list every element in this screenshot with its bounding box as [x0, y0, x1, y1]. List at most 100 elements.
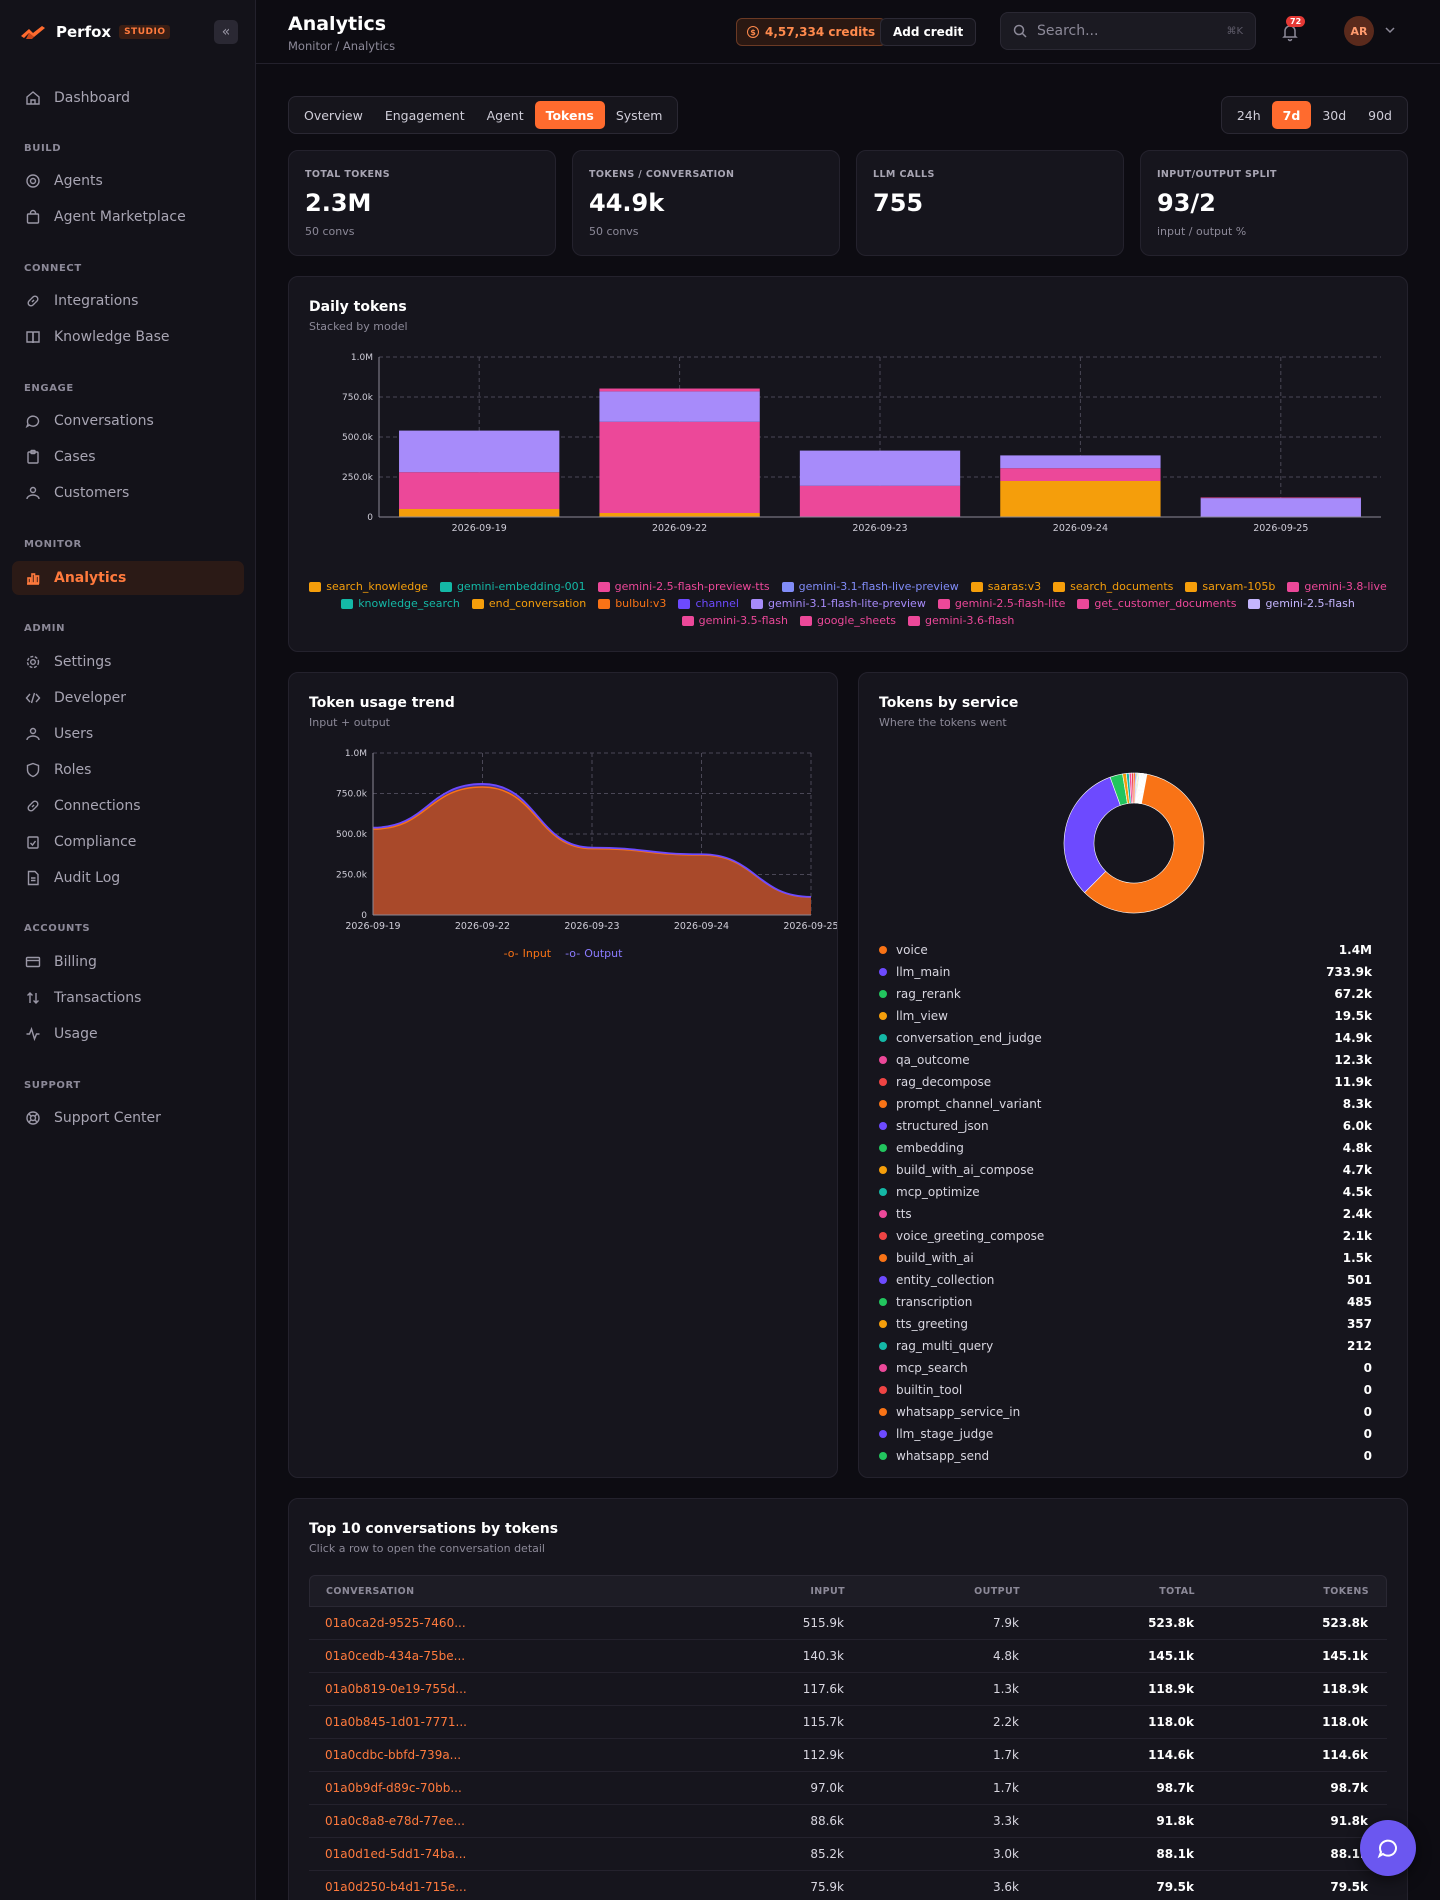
- range-7d[interactable]: 7d: [1271, 101, 1312, 129]
- table-row[interactable]: 01a0b9df-d89c-70bb... 97.0k 1.7k 98.7k 98.7k: [309, 1772, 1387, 1805]
- avatar[interactable]: AR: [1344, 16, 1374, 46]
- conversation-id-link[interactable]: 01a0d1ed-5dd1-74ba...: [325, 1847, 467, 1861]
- legend-item[interactable]: channel: [678, 597, 739, 610]
- table-row[interactable]: 01a0cedb-434a-75be... 140.3k 4.8k 145.1k 145…: [309, 1640, 1387, 1673]
- service-row[interactable]: build_with_ai 1.5k: [879, 1247, 1372, 1269]
- conversation-id-link[interactable]: 01a0b819-0e19-755d...: [325, 1682, 467, 1696]
- service-row[interactable]: build_with_ai_compose 4.7k: [879, 1159, 1372, 1181]
- conversation-id-link[interactable]: 01a0d250-b4d1-715e...: [325, 1880, 467, 1894]
- conversation-id-link[interactable]: 01a0b9df-d89c-70bb...: [325, 1781, 462, 1795]
- service-row[interactable]: rag_multi_query 212: [879, 1335, 1372, 1357]
- table-row[interactable]: 01a0b819-0e19-755d... 117.6k 1.3k 118.9k 118…: [309, 1673, 1387, 1706]
- service-row[interactable]: conversation_end_judge 14.9k: [879, 1027, 1372, 1049]
- column-header-total[interactable]: TOTAL: [1159, 1585, 1195, 1597]
- service-row[interactable]: transcription 485: [879, 1291, 1372, 1313]
- service-row[interactable]: llm_view 19.5k: [879, 1005, 1372, 1027]
- breadcrumb[interactable]: Monitor / Analytics: [288, 39, 396, 53]
- tab-system[interactable]: System: [615, 107, 663, 123]
- sidebar-item-roles[interactable]: Roles: [12, 753, 244, 787]
- sidebar-item-conversations[interactable]: Conversations: [12, 404, 244, 438]
- table-row[interactable]: 01a0d1ed-5dd1-74ba... 85.2k 3.0k 88.1k 88.1k: [309, 1838, 1387, 1871]
- sidebar-item-billing[interactable]: Billing: [12, 945, 244, 979]
- service-row[interactable]: rag_decompose 11.9k: [879, 1071, 1372, 1093]
- legend-item[interactable]: gemini-embedding-001: [439, 580, 586, 593]
- search-input[interactable]: Search... ⌘K: [1000, 12, 1256, 50]
- sidebar-item-agents[interactable]: Agents: [12, 164, 244, 198]
- sidebar-item-support-center[interactable]: Support Center: [12, 1101, 244, 1135]
- brand[interactable]: Perfox STUDIO: [0, 0, 255, 64]
- sidebar-item-audit-log[interactable]: Audit Log: [12, 861, 244, 895]
- sidebar-item-settings[interactable]: Settings: [12, 645, 244, 679]
- legend-item[interactable]: gemini-3.1-flash-lite-preview: [750, 597, 926, 610]
- legend-item[interactable]: saaras:v3: [970, 580, 1041, 593]
- legend-item[interactable]: search_knowledge: [309, 580, 428, 593]
- legend-item[interactable]: google_sheets: [799, 614, 896, 627]
- range-24h[interactable]: 24h: [1236, 107, 1261, 123]
- service-row[interactable]: whatsapp_send 0: [879, 1445, 1372, 1467]
- service-row[interactable]: whatsapp_service_in 0: [879, 1401, 1372, 1423]
- collapse-sidebar-button[interactable]: «: [214, 20, 238, 44]
- tab-overview[interactable]: Overview: [304, 107, 363, 123]
- conversation-id-link[interactable]: 01a0cdbc-bbfd-739a...: [325, 1748, 462, 1762]
- legend-item[interactable]: gemini-3.1-flash-live-preview: [781, 580, 959, 593]
- tab-engagement[interactable]: Engagement: [384, 107, 465, 123]
- legend-item[interactable]: end_conversation: [471, 597, 586, 610]
- conversation-id-link[interactable]: 01a0ca2d-9525-7460...: [325, 1616, 466, 1630]
- service-row[interactable]: voice_greeting_compose 2.1k: [879, 1225, 1372, 1247]
- add-credit-button[interactable]: Add credit: [880, 18, 977, 46]
- range-90d[interactable]: 90d: [1368, 107, 1392, 123]
- service-row[interactable]: entity_collection 501: [879, 1269, 1372, 1291]
- sidebar-item-integrations[interactable]: Integrations: [12, 284, 244, 318]
- service-row[interactable]: qa_outcome 12.3k: [879, 1049, 1372, 1071]
- tab-tokens[interactable]: Tokens: [534, 101, 605, 129]
- service-row[interactable]: tts_greeting 357: [879, 1313, 1372, 1335]
- sidebar-item-transactions[interactable]: Transactions: [12, 981, 244, 1015]
- service-row[interactable]: tts 2.4k: [879, 1203, 1372, 1225]
- table-row[interactable]: 01a0d250-b4d1-715e... 75.9k 3.6k 79.5k 79.5k: [309, 1871, 1387, 1900]
- service-row[interactable]: llm_main 733.9k: [879, 961, 1372, 983]
- table-row[interactable]: 01a0c8a8-e78d-77ee... 88.6k 3.3k 91.8k 91.8k: [309, 1805, 1387, 1838]
- sidebar-item-knowledge-base[interactable]: Knowledge Base: [12, 320, 244, 354]
- sidebar-item-agent-marketplace[interactable]: Agent Marketplace: [12, 200, 244, 234]
- sidebar-item-users[interactable]: Users: [12, 717, 244, 751]
- legend-item[interactable]: search_documents: [1053, 580, 1173, 593]
- legend-item[interactable]: sarvam-105b: [1185, 580, 1275, 593]
- sidebar-item-dashboard[interactable]: Dashboard: [12, 81, 244, 115]
- service-row[interactable]: rag_rerank 67.2k: [879, 983, 1372, 1005]
- sidebar-item-usage[interactable]: Usage: [12, 1017, 244, 1051]
- column-header-output[interactable]: OUTPUT: [974, 1585, 1020, 1597]
- legend-item[interactable]: gemini-2.5-flash-lite: [937, 597, 1065, 610]
- service-row[interactable]: builtin_tool 0: [879, 1379, 1372, 1401]
- range-30d[interactable]: 30d: [1322, 107, 1347, 123]
- service-row[interactable]: mcp_search 0: [879, 1357, 1372, 1379]
- service-row[interactable]: llm_stage_judge 0: [879, 1423, 1372, 1445]
- legend-item[interactable]: gemini-3.5-flash: [681, 614, 788, 627]
- service-row[interactable]: embedding 4.8k: [879, 1137, 1372, 1159]
- table-row[interactable]: 01a0cdbc-bbfd-739a... 112.9k 1.7k 114.6k 114…: [309, 1739, 1387, 1772]
- chevron-down-icon[interactable]: [1384, 24, 1396, 40]
- tab-agent[interactable]: Agent: [486, 107, 524, 123]
- sidebar-item-connections[interactable]: Connections: [12, 789, 244, 823]
- conversation-id-link[interactable]: 01a0cedb-434a-75be...: [325, 1649, 466, 1663]
- legend-item[interactable]: gemini-3.8-live: [1287, 580, 1387, 593]
- legend-item[interactable]: gemini-2.5-flash: [1248, 597, 1355, 610]
- sidebar-item-cases[interactable]: Cases: [12, 440, 244, 474]
- legend-item[interactable]: gemini-3.6-flash: [908, 614, 1014, 627]
- sidebar-item-customers[interactable]: Customers: [12, 476, 244, 510]
- column-header-tokens[interactable]: TOKENS: [1323, 1585, 1369, 1597]
- table-row[interactable]: 01a0ca2d-9525-7460... 515.9k 7.9k 523.8k 523…: [309, 1607, 1387, 1640]
- conversation-id-link[interactable]: 01a0b845-1d01-7771...: [325, 1715, 467, 1729]
- credits-balance[interactable]: $ 4,57,334 credits: [736, 18, 887, 46]
- chat-support-button[interactable]: [1360, 1820, 1416, 1876]
- sidebar-item-developer[interactable]: Developer: [12, 681, 244, 715]
- service-row[interactable]: structured_json 6.0k: [879, 1115, 1372, 1137]
- table-row[interactable]: 01a0b845-1d01-7771... 115.7k 2.2k 118.0k 118…: [309, 1706, 1387, 1739]
- legend-item[interactable]: gemini-2.5-flash-preview-tts: [597, 580, 770, 593]
- column-header-conversation[interactable]: CONVERSATION: [326, 1585, 415, 1597]
- service-row[interactable]: mcp_optimize 4.5k: [879, 1181, 1372, 1203]
- legend-item[interactable]: knowledge_search: [341, 597, 460, 610]
- sidebar-item-compliance[interactable]: Compliance: [12, 825, 244, 859]
- legend-item[interactable]: get_customer_documents: [1077, 597, 1236, 610]
- service-row[interactable]: voice 1.4M: [879, 939, 1372, 961]
- conversation-id-link[interactable]: 01a0c8a8-e78d-77ee...: [325, 1814, 465, 1828]
